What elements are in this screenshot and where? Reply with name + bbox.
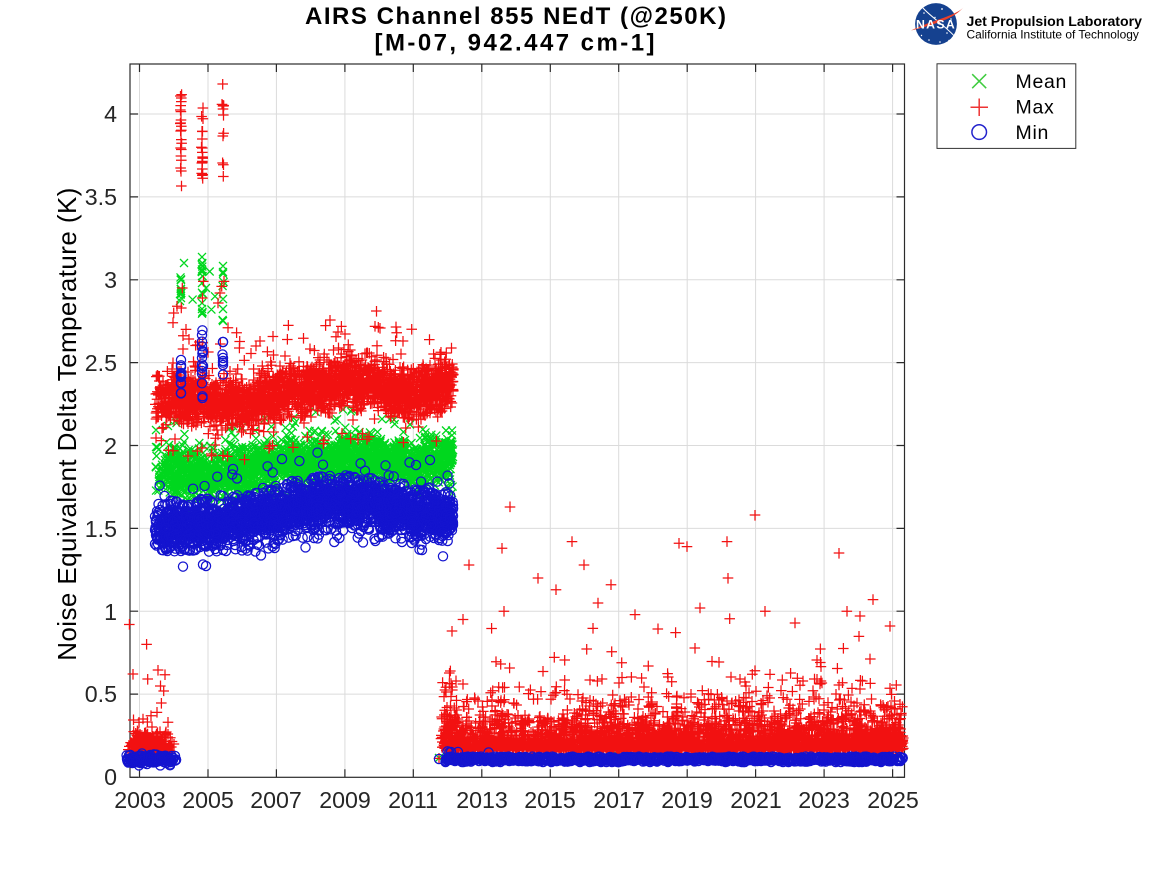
svg-text:2013: 2013	[456, 787, 508, 813]
svg-text:2015: 2015	[524, 787, 576, 813]
svg-text:0: 0	[104, 764, 117, 790]
svg-text:2.5: 2.5	[85, 350, 117, 376]
svg-text:2009: 2009	[319, 787, 371, 813]
svg-text:2017: 2017	[593, 787, 645, 813]
svg-text:2019: 2019	[661, 787, 713, 813]
svg-text:3.5: 3.5	[85, 184, 117, 210]
svg-text:2011: 2011	[388, 787, 438, 813]
svg-text:2021: 2021	[730, 787, 782, 813]
svg-text:1: 1	[104, 599, 117, 625]
svg-text:2003: 2003	[114, 787, 166, 813]
svg-text:NASA: NASA	[916, 18, 956, 32]
svg-text:California Institute of Techno: California Institute of Technology	[967, 28, 1139, 42]
svg-text:Jet Propulsion Laboratory: Jet Propulsion Laboratory	[967, 13, 1143, 29]
svg-text:4: 4	[104, 101, 117, 127]
svg-text:1.5: 1.5	[85, 516, 117, 542]
svg-text:3: 3	[104, 267, 117, 293]
svg-text:0.5: 0.5	[85, 681, 117, 707]
svg-text:2023: 2023	[798, 787, 850, 813]
svg-text:2005: 2005	[182, 787, 234, 813]
svg-text:Noise Equivalent Delta Tempera: Noise Equivalent Delta Temperature (K)	[52, 187, 82, 661]
svg-text:Mean: Mean	[1016, 71, 1068, 93]
svg-text:2: 2	[104, 433, 117, 459]
svg-text:AIRS Channel 855 NEdT (@250K): AIRS Channel 855 NEdT (@250K)	[305, 3, 726, 30]
svg-text:[M-07, 942.447 cm-1]: [M-07, 942.447 cm-1]	[375, 30, 655, 57]
svg-text:Max: Max	[1016, 97, 1055, 119]
svg-text:2025: 2025	[867, 787, 919, 813]
svg-text:Min: Min	[1016, 122, 1050, 144]
svg-text:2007: 2007	[250, 787, 302, 813]
